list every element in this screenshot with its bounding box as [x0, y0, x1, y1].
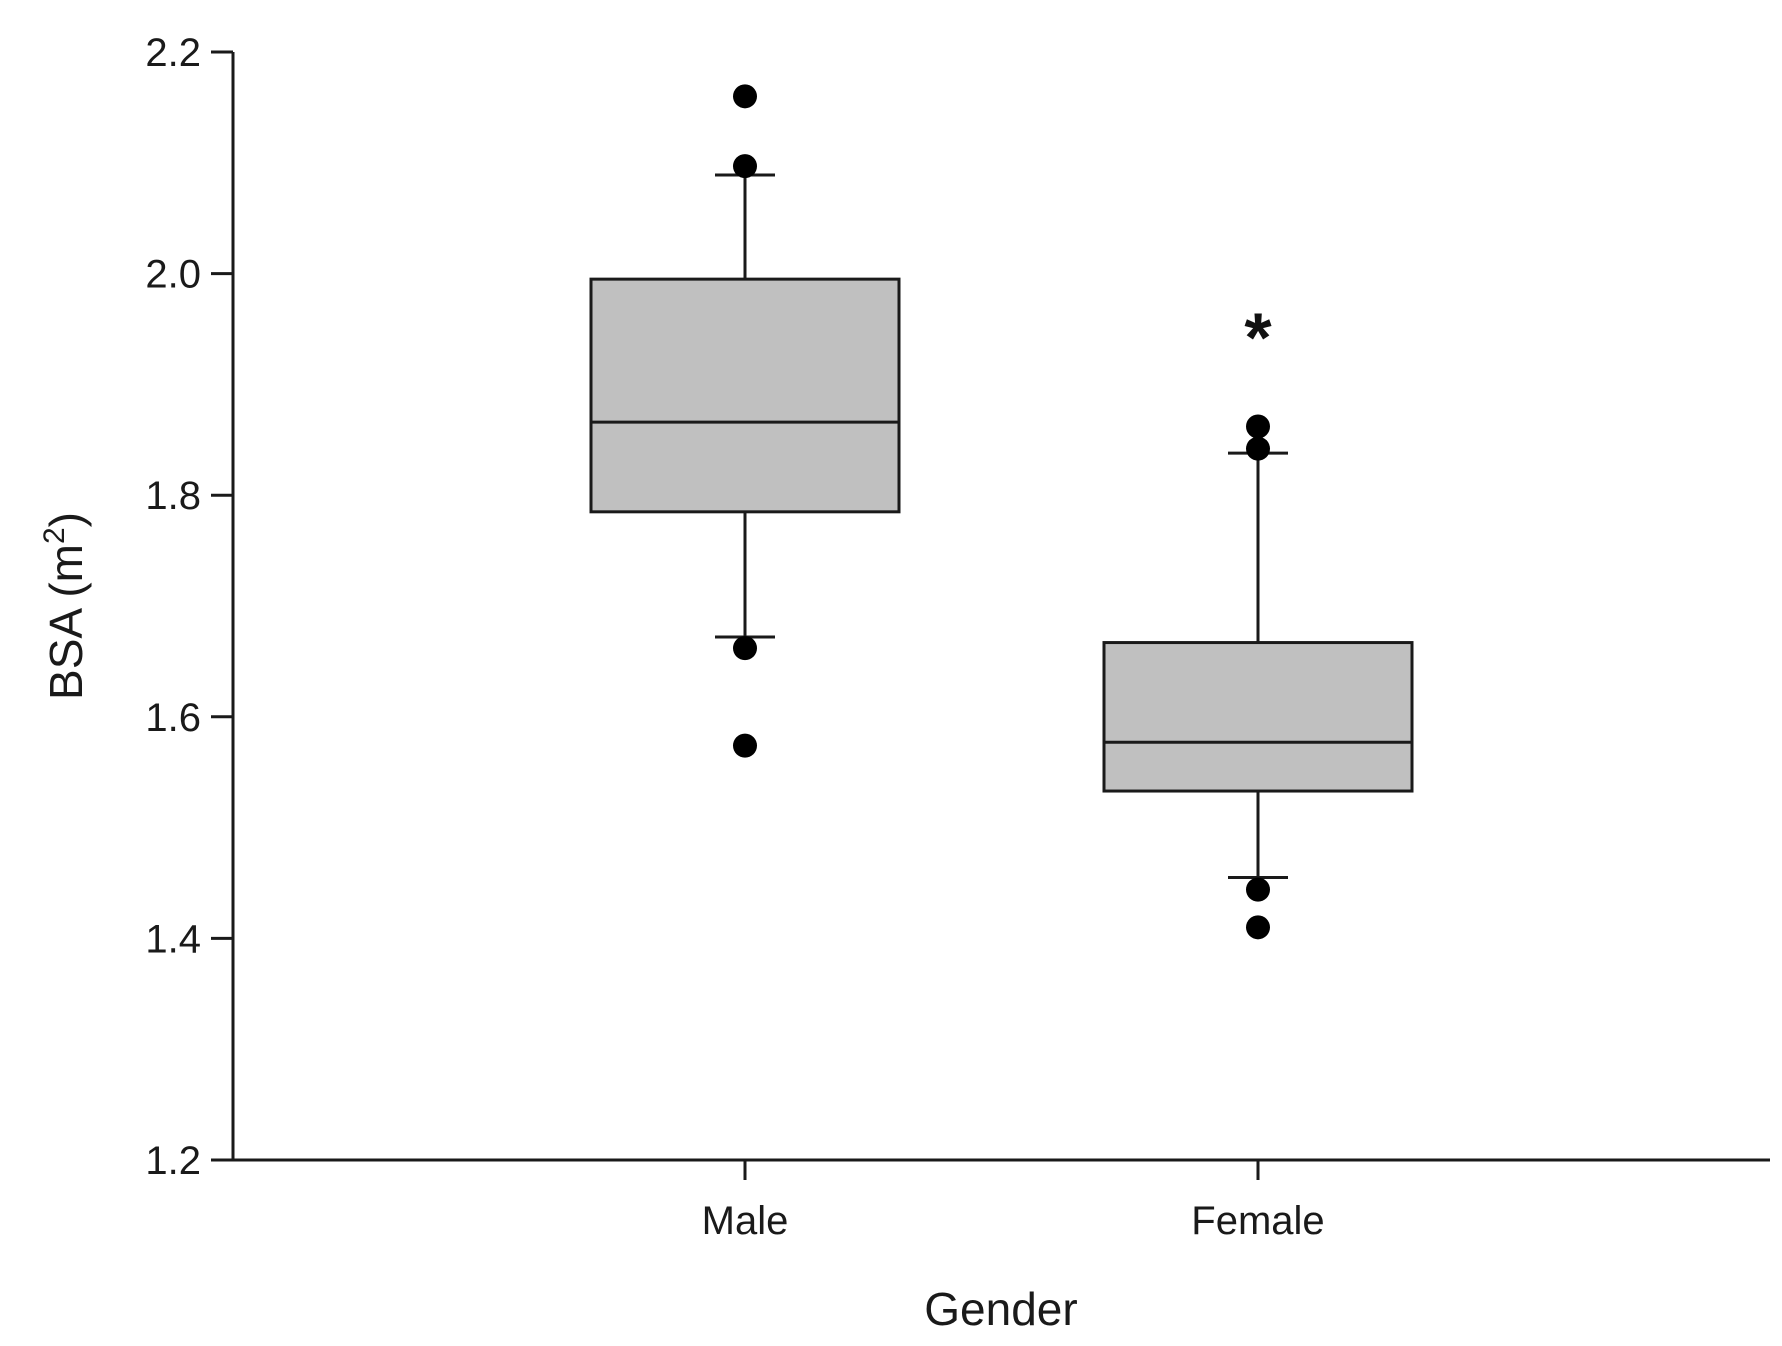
axes [231, 52, 1770, 1162]
outlier-point-female-0 [1246, 414, 1270, 439]
x-axis-title: Gender [924, 1283, 1077, 1335]
y-tick-label-0: 1.2 [145, 1139, 201, 1183]
outlier-point-female-1 [1246, 436, 1270, 461]
outlier-point-female-3 [1246, 915, 1270, 940]
y-axis-title: BSA (m2) [38, 512, 92, 700]
y-ticks: 1.2 1.4 1.6 1.8 2.0 2.2 [145, 31, 233, 1183]
box-group-male [589, 84, 901, 758]
outlier-point-male-2 [733, 636, 757, 661]
x-tick-label-1: Female [1191, 1199, 1324, 1243]
y-axis-title-main: BSA (m [40, 544, 92, 700]
outlier-point-male-1 [733, 154, 757, 179]
y-tick-label-4: 2.0 [145, 253, 201, 297]
outlier-point-male-0 [733, 84, 757, 109]
y-tick-label-1: 1.4 [145, 917, 201, 961]
y-tick-label-5: 2.2 [145, 31, 201, 75]
y-tick-label-3: 1.8 [145, 474, 201, 518]
x-ticks: Male Female [702, 1160, 1325, 1243]
box-group-female [1102, 414, 1414, 940]
x-tick-label-0: Male [702, 1199, 789, 1243]
outlier-point-male-3 [733, 733, 757, 758]
y-axis-title-close: ) [40, 512, 92, 527]
y-axis-title-superscript: 2 [38, 527, 71, 544]
box-female [1102, 641, 1414, 793]
box-male [589, 277, 901, 514]
y-tick-label-2: 1.6 [145, 696, 201, 740]
plot-area: * [589, 84, 1414, 940]
outlier-point-female-2 [1246, 877, 1270, 902]
significance-asterisk-0: * [1244, 298, 1272, 376]
